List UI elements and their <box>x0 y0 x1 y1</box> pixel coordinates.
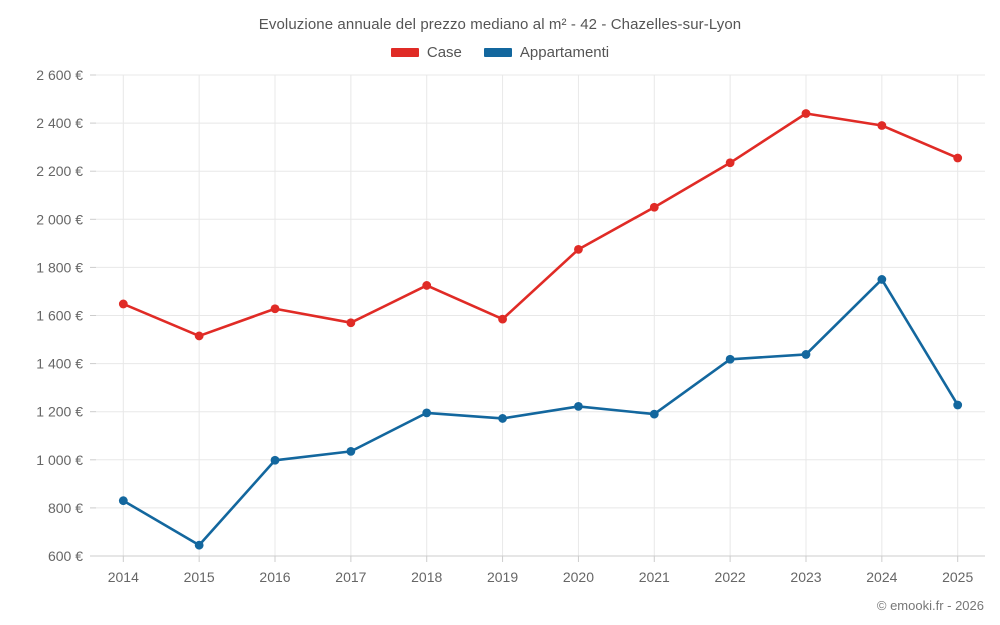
y-tick-label: 2 600 € <box>36 67 83 83</box>
legend-label-case: Case <box>426 44 462 61</box>
data-point[interactable] <box>725 354 735 364</box>
data-point[interactable] <box>194 540 204 550</box>
data-point[interactable] <box>118 496 128 506</box>
data-point[interactable] <box>649 202 659 212</box>
x-tick-label: 2023 <box>790 569 821 585</box>
x-tick-label: 2025 <box>942 569 973 585</box>
legend-label-appartamenti: Appartamenti <box>519 44 610 61</box>
x-tick-label: 2019 <box>487 569 518 585</box>
x-tick-label: 2020 <box>563 569 594 585</box>
gridlines <box>96 74 985 557</box>
data-point[interactable] <box>270 455 280 465</box>
y-tick-label: 1 000 € <box>36 452 83 468</box>
chart-title: Evoluzione annuale del prezzo mediano al… <box>258 16 742 33</box>
series-line-case <box>122 112 959 338</box>
data-point[interactable] <box>574 244 583 254</box>
legend-item-appartamenti[interactable]: Appartamenti <box>483 44 610 61</box>
data-point[interactable] <box>953 153 963 163</box>
data-point[interactable] <box>725 158 735 168</box>
y-tick-label: 2 400 € <box>36 115 83 131</box>
x-tick-label: 2021 <box>639 569 670 585</box>
chart-legend: Case Appartamenti <box>0 44 1000 61</box>
data-point[interactable] <box>801 350 811 359</box>
credit-text: © emooki.fr - 2026 <box>876 598 984 613</box>
y-tick-label: 2 200 € <box>36 163 83 179</box>
data-point[interactable] <box>118 299 128 309</box>
y-tick-label: 1 600 € <box>36 308 83 324</box>
data-point[interactable] <box>422 281 432 290</box>
y-tick-label: 1 800 € <box>36 259 83 275</box>
x-tick-label: 2018 <box>411 569 442 585</box>
data-point[interactable] <box>574 402 583 411</box>
data-point[interactable] <box>346 446 356 456</box>
data-point[interactable] <box>877 275 887 284</box>
x-tick-label: 2017 <box>335 569 366 585</box>
legend-swatch-appartamenti <box>483 48 512 57</box>
data-point[interactable] <box>270 304 280 314</box>
data-point[interactable] <box>801 109 811 118</box>
x-axis-tick-labels: 2014 2015 2016 2017 2018 2019 2020 2021 2022 2023… <box>108 569 974 585</box>
series-line-appartamenti <box>122 278 959 547</box>
data-point[interactable] <box>953 400 963 410</box>
y-tick-label: 2 000 € <box>36 211 83 227</box>
y-tick-label: 1 200 € <box>36 404 83 420</box>
x-tick-label: 2015 <box>184 569 215 585</box>
data-point[interactable] <box>498 414 507 423</box>
data-point[interactable] <box>877 121 887 130</box>
data-series <box>118 109 963 550</box>
y-tick-label: 600 € <box>48 548 83 564</box>
axes <box>90 74 985 562</box>
data-point[interactable] <box>649 409 659 419</box>
x-tick-label: 2024 <box>866 569 897 585</box>
y-axis-tick-labels: 2 600 € 2 400 € 2 200 € 2 000 € 1 800 € 1 600… <box>36 67 83 564</box>
legend-swatch-case <box>390 48 419 57</box>
data-point[interactable] <box>498 314 507 324</box>
x-tick-label: 2014 <box>108 569 139 585</box>
data-point[interactable] <box>346 318 356 328</box>
data-point[interactable] <box>422 408 432 418</box>
data-point[interactable] <box>194 331 204 341</box>
x-tick-label: 2016 <box>259 569 290 585</box>
y-tick-label: 800 € <box>48 500 83 516</box>
legend-item-case[interactable]: Case <box>390 44 462 61</box>
x-tick-label: 2022 <box>715 569 746 585</box>
y-tick-label: 1 400 € <box>36 356 83 372</box>
